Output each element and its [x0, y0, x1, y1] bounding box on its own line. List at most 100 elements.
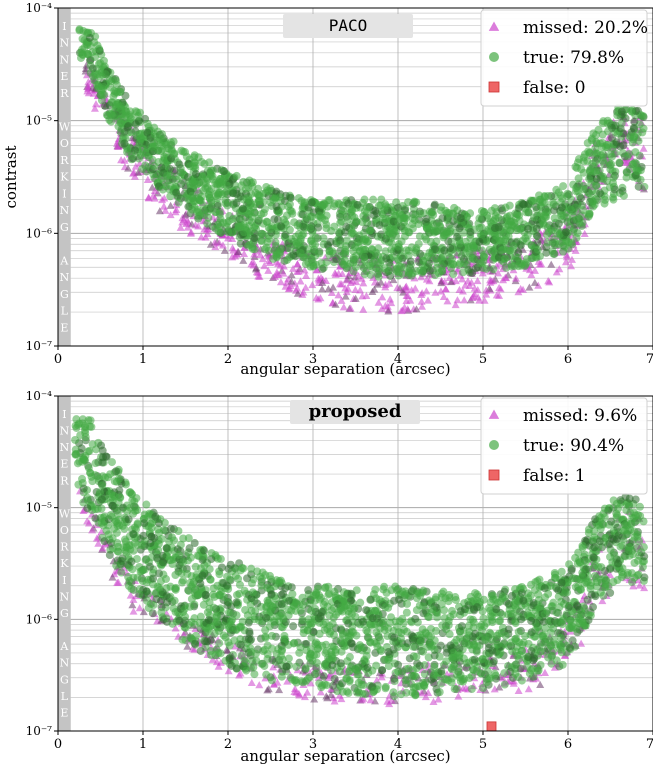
missed-point: [218, 241, 227, 249]
missed-point: [494, 269, 503, 277]
true-point: [578, 211, 587, 220]
true-point: [482, 237, 491, 246]
true-point: [340, 228, 349, 237]
true-point: [235, 580, 244, 589]
true-point: [182, 152, 191, 161]
true-point: [84, 463, 93, 472]
true-point: [631, 148, 640, 157]
true-point: [131, 120, 140, 129]
missed-point: [186, 229, 195, 237]
true-point: [230, 636, 239, 645]
missed-point: [215, 239, 224, 247]
missed-point: [135, 604, 144, 612]
true-point: [424, 613, 433, 622]
missed-point: [422, 275, 431, 283]
true-point: [335, 200, 344, 209]
missed-point: [251, 265, 260, 273]
missed-point: [276, 278, 285, 286]
missed-point: [134, 168, 143, 176]
true-point: [376, 259, 385, 268]
true-point: [277, 672, 286, 681]
true-point: [278, 589, 287, 598]
missed-point: [108, 573, 117, 581]
true-point: [533, 245, 542, 254]
true-point: [394, 218, 403, 227]
missed-point: [286, 281, 295, 290]
true-point: [515, 211, 524, 220]
true-point: [577, 585, 586, 594]
series-true: [75, 25, 649, 281]
legend: missed: 20.2%true: 79.8%false: 0: [480, 9, 648, 107]
missed-point: [289, 264, 298, 272]
true-point: [438, 214, 447, 223]
true-point: [358, 217, 367, 226]
true-point: [372, 661, 381, 670]
true-point: [262, 613, 271, 622]
true-point: [238, 204, 247, 213]
true-point: [262, 217, 271, 226]
missed-point: [183, 642, 192, 650]
missed-point: [293, 260, 302, 268]
true-point: [326, 237, 335, 246]
missed-point: [358, 292, 367, 300]
true-point: [319, 199, 328, 208]
missed-point: [378, 293, 387, 301]
missed-point: [84, 78, 93, 86]
true-point: [162, 575, 171, 584]
true-point: [387, 245, 396, 254]
true-point: [425, 266, 434, 275]
missed-point: [314, 673, 323, 681]
true-point: [523, 662, 532, 671]
true-point: [245, 627, 254, 636]
true-point: [469, 243, 478, 252]
true-point: [159, 526, 168, 535]
true-point: [501, 631, 510, 640]
true-point: [248, 244, 257, 253]
missed-point: [88, 526, 97, 534]
missed-point: [294, 267, 303, 275]
true-point: [489, 265, 498, 274]
missed-point: [411, 284, 420, 292]
missed-point: [387, 298, 396, 307]
true-point: [378, 666, 387, 675]
true-point: [184, 534, 193, 543]
missed-point: [383, 697, 392, 705]
missed-point: [316, 294, 325, 302]
iwa-letter: I: [62, 187, 66, 200]
true-point: [486, 218, 495, 227]
true-point: [452, 685, 461, 694]
true-point: [619, 141, 628, 150]
true-point: [87, 472, 96, 481]
true-point: [186, 553, 195, 562]
true-point: [640, 552, 649, 561]
true-point: [72, 415, 81, 424]
true-point: [205, 193, 214, 202]
iwa-letter: G: [60, 288, 69, 301]
true-point: [404, 198, 413, 207]
true-point: [288, 209, 297, 218]
missed-point: [536, 680, 545, 689]
true-point: [380, 582, 389, 591]
missed-point: [439, 292, 448, 301]
true-point: [194, 179, 203, 188]
missed-point: [183, 223, 192, 231]
missed-point: [240, 250, 249, 258]
true-point: [583, 139, 592, 148]
true-point: [284, 654, 293, 663]
true-point: [536, 602, 545, 611]
missed-point: [139, 607, 148, 616]
true-point: [249, 663, 258, 672]
true-point: [141, 161, 150, 170]
true-point: [366, 261, 375, 270]
true-point: [524, 208, 533, 217]
true-point: [157, 596, 166, 605]
true-point: [491, 236, 500, 245]
missed-point: [83, 517, 92, 525]
missed-point: [492, 291, 501, 299]
missed-point: [306, 679, 315, 687]
true-point: [270, 215, 279, 224]
missed-point: [417, 290, 426, 299]
iwa-letter: I: [62, 20, 66, 33]
true-point: [271, 238, 280, 247]
